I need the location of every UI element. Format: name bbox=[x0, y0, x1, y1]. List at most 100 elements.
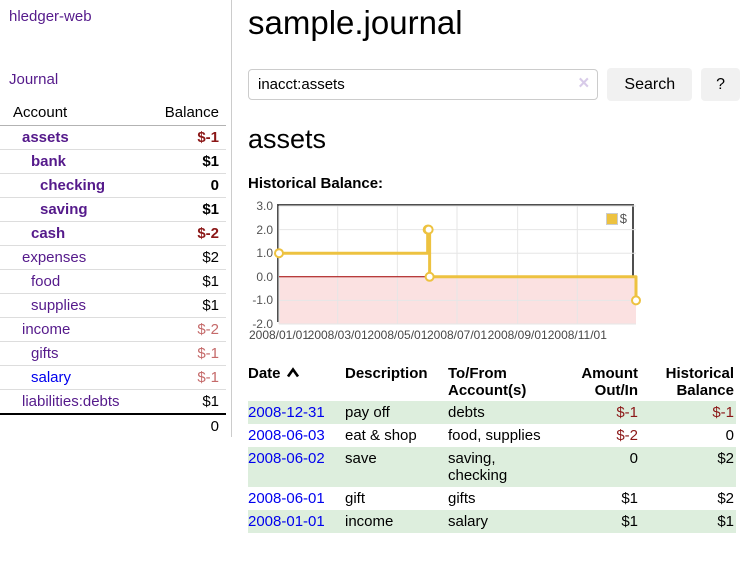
register-table: Date Description To/From Account(s) Amou… bbox=[248, 363, 736, 533]
sidebar-account-link[interactable]: bank bbox=[31, 153, 67, 170]
transaction-balance: $2 bbox=[717, 450, 734, 467]
accounts-header-balance: Balance bbox=[149, 100, 226, 126]
transaction-description: gift bbox=[345, 490, 366, 507]
transaction-row: 2008-01-01 income salary $1 $1 bbox=[248, 510, 736, 533]
register-header-amount: Amount Out/In bbox=[581, 365, 638, 399]
account-balance: $2 bbox=[149, 245, 226, 270]
sidebar-account-link[interactable]: checking bbox=[40, 177, 106, 194]
account-balance: $1 bbox=[149, 149, 226, 174]
y-tick-label: -2.0 bbox=[252, 317, 273, 331]
transaction-date-link[interactable]: 2008-06-03 bbox=[248, 427, 325, 444]
x-tick-label: 2008/03/01 bbox=[307, 328, 368, 342]
transaction-balance: $-1 bbox=[712, 404, 734, 421]
transaction-description: save bbox=[345, 450, 377, 467]
account-row: expenses $2 bbox=[0, 245, 226, 270]
account-balance: $-1 bbox=[149, 365, 226, 390]
transaction-amount: $1 bbox=[621, 490, 638, 507]
transaction-description: income bbox=[345, 513, 394, 530]
transaction-date-link[interactable]: 2008-06-01 bbox=[248, 490, 325, 507]
account-heading: assets bbox=[248, 124, 327, 154]
chart-plot-area: $ bbox=[274, 204, 641, 325]
main-content: sample.journal × Search ? assets Histori… bbox=[248, 0, 740, 533]
transaction-date-link[interactable]: 2008-01-01 bbox=[248, 513, 325, 530]
sort-ascending-icon bbox=[286, 367, 299, 378]
date-header-label: Date bbox=[248, 365, 281, 382]
account-balance: $1 bbox=[149, 269, 226, 294]
account-row: saving $1 bbox=[0, 197, 226, 222]
sidebar-account-link[interactable]: cash bbox=[31, 225, 66, 242]
account-row: assets $-1 bbox=[0, 125, 226, 150]
total-spacer bbox=[0, 413, 150, 438]
account-balance: $-2 bbox=[149, 317, 226, 342]
transaction-amount: $-2 bbox=[616, 427, 638, 444]
account-row: cash $-2 bbox=[0, 221, 226, 246]
x-tick-label: 2008/05/01 bbox=[367, 328, 428, 342]
register-header-description: Description bbox=[345, 365, 428, 382]
account-row: bank $1 bbox=[0, 149, 226, 174]
sidebar-account-link[interactable]: food bbox=[31, 273, 61, 290]
transaction-row: 2008-06-02 save saving, checking 0 $2 bbox=[248, 447, 736, 487]
sidebar-item-journal[interactable]: Journal bbox=[9, 71, 59, 88]
register-header-row: Date Description To/From Account(s) Amou… bbox=[248, 363, 736, 401]
search-button[interactable]: Search bbox=[607, 68, 693, 101]
x-tick-label: 2008/01/01 bbox=[248, 328, 310, 342]
help-button[interactable]: ? bbox=[701, 68, 740, 101]
accounts-total-row: 0 bbox=[0, 413, 226, 438]
chart-legend: $ bbox=[605, 211, 627, 226]
transaction-accounts: salary bbox=[448, 513, 489, 530]
account-row: supplies $1 bbox=[0, 293, 226, 318]
transaction-row: 2008-12-31 pay off debts $-1 $-1 bbox=[248, 401, 736, 424]
app-title: hledger-web bbox=[9, 8, 92, 25]
accounts-table: Account Balance assets $-1 bank $1 checking 0… bbox=[0, 100, 226, 438]
x-tick-label: 2008/09/01 bbox=[487, 328, 548, 342]
transaction-row: 2008-06-01 gift gifts $1 $2 bbox=[248, 487, 736, 510]
x-tick-label: 2008/11/01 bbox=[547, 328, 607, 342]
account-balance: 0 bbox=[149, 173, 226, 198]
transaction-date-link[interactable]: 2008-06-02 bbox=[248, 450, 325, 467]
account-row: gifts $-1 bbox=[0, 341, 226, 366]
transaction-accounts: food, supplies bbox=[448, 427, 541, 444]
sidebar-account-link[interactable]: expenses bbox=[22, 249, 87, 266]
app-title-link[interactable]: hledger-web bbox=[9, 8, 92, 25]
account-row: salary $-1 bbox=[0, 365, 226, 390]
account-row: liabilities:debts $1 bbox=[0, 389, 226, 415]
sidebar-account-link[interactable]: liabilities:debts bbox=[22, 393, 120, 410]
sidebar-account-link[interactable]: assets bbox=[22, 129, 69, 146]
transaction-accounts: saving, checking bbox=[448, 450, 508, 484]
chart-y-axis: 3.0 2.0 1.0 0.0 -1.0 -2.0 bbox=[248, 199, 273, 331]
transaction-row: 2008-06-03 eat & shop food, supplies $-2 0 bbox=[248, 424, 736, 447]
search-input[interactable] bbox=[248, 69, 599, 100]
legend-swatch-icon bbox=[605, 212, 618, 225]
y-tick-label: -1.0 bbox=[252, 293, 273, 308]
account-balance: $-1 bbox=[149, 125, 226, 150]
sidebar-account-link[interactable]: supplies bbox=[31, 297, 87, 314]
sidebar: hledger-web Journal Account Balance asse… bbox=[0, 0, 232, 438]
transaction-balance: $1 bbox=[717, 513, 734, 530]
sidebar-account-link[interactable]: gifts bbox=[31, 345, 59, 362]
chart-canvas bbox=[274, 205, 641, 325]
transaction-amount: $1 bbox=[621, 513, 638, 530]
register-header-date[interactable]: Date bbox=[248, 363, 345, 401]
transaction-balance: $2 bbox=[717, 490, 734, 507]
sidebar-account-link[interactable]: salary bbox=[31, 369, 72, 386]
transaction-balance: 0 bbox=[725, 427, 734, 444]
y-tick-label: 3.0 bbox=[256, 199, 273, 213]
transaction-date-link[interactable]: 2008-12-31 bbox=[248, 404, 325, 421]
account-balance: $1 bbox=[149, 389, 226, 415]
transaction-accounts: debts bbox=[448, 404, 485, 421]
search-box: × bbox=[248, 69, 599, 100]
sidebar-account-link[interactable]: income bbox=[22, 321, 71, 338]
account-balance: $1 bbox=[149, 293, 226, 318]
y-tick-label: 1.0 bbox=[256, 246, 273, 261]
page-title: sample.journal bbox=[248, 4, 463, 41]
transaction-amount: 0 bbox=[629, 450, 638, 467]
register-header-accounts: To/From Account(s) bbox=[448, 365, 527, 399]
chart-title: Historical Balance: bbox=[248, 175, 384, 192]
historical-balance-chart: 3.0 2.0 1.0 0.0 -1.0 -2.0 $ 2008/01/01 2008/03… bbox=[248, 199, 740, 346]
clear-search-icon[interactable]: × bbox=[578, 73, 590, 94]
transaction-amount: $-1 bbox=[616, 404, 638, 421]
sidebar-account-link[interactable]: saving bbox=[40, 201, 88, 218]
chart-x-axis: 2008/01/01 2008/03/01 2008/05/01 2008/07/01… bbox=[248, 328, 740, 342]
transaction-description: pay off bbox=[345, 404, 390, 421]
